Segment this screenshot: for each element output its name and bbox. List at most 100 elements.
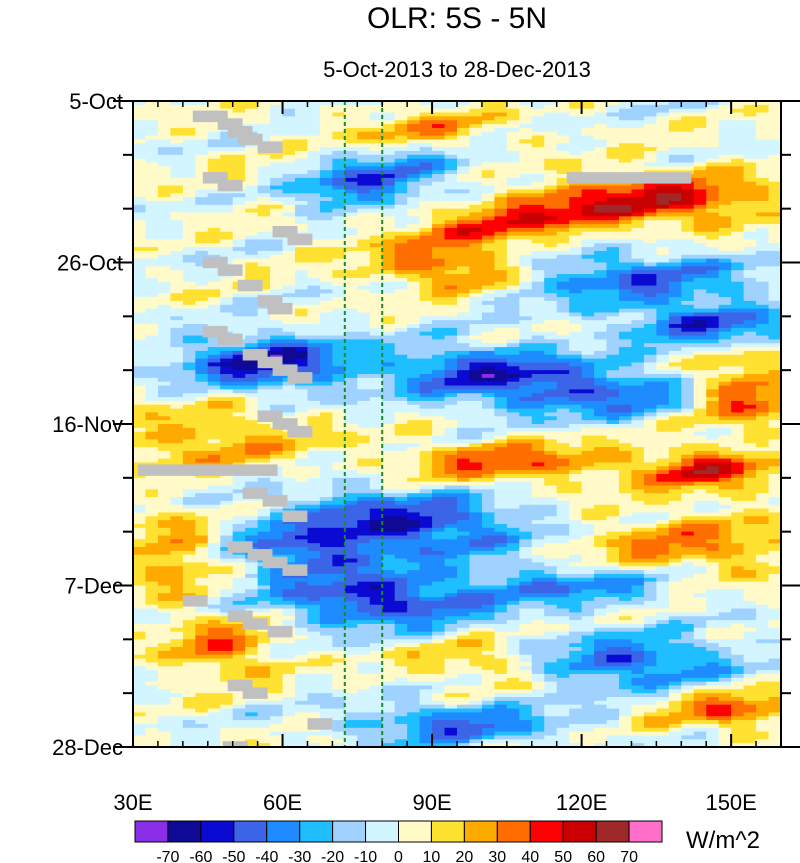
olr-cell	[606, 316, 620, 321]
olr-cell	[195, 204, 209, 210]
olr-cell	[444, 408, 458, 414]
olr-cell	[457, 243, 471, 248]
olr-cell	[706, 297, 720, 302]
olr-cell	[357, 420, 371, 425]
olr-cell	[307, 247, 321, 252]
olr-cell	[581, 312, 595, 317]
olr-cell	[195, 227, 209, 233]
olr-cell	[245, 150, 259, 156]
olr-cell	[544, 120, 558, 125]
olr-cell	[220, 281, 234, 287]
olr-cell	[656, 131, 670, 137]
olr-cell	[295, 304, 309, 310]
olr-cell	[656, 293, 670, 298]
olr-cell	[257, 404, 271, 410]
olr-cell	[232, 385, 246, 390]
olr-cell	[731, 389, 745, 394]
olr-cell	[357, 424, 371, 429]
olr-cell	[519, 277, 533, 283]
olr-cell	[469, 389, 483, 394]
olr-cell	[357, 162, 371, 167]
olr-cell	[494, 439, 508, 444]
olr-cell	[133, 420, 147, 425]
olr-cell	[569, 135, 583, 141]
olr-cell	[407, 231, 421, 237]
olr-cell	[631, 312, 645, 317]
olr-cell	[319, 397, 333, 402]
olr-cell	[768, 300, 781, 306]
olr-cell	[481, 366, 495, 371]
olr-cell	[444, 443, 458, 448]
olr-cell	[731, 147, 745, 152]
olr-cell	[182, 400, 196, 406]
olr-cell	[581, 335, 595, 341]
olr-cell	[220, 243, 234, 248]
olr-cell	[594, 316, 608, 321]
olr-cell	[718, 270, 732, 275]
olr-cell	[319, 366, 333, 371]
olr-cell	[731, 431, 745, 437]
olr-cell	[743, 212, 757, 217]
olr-cell	[220, 147, 234, 152]
olr-cell	[369, 424, 383, 429]
olr-cell	[382, 166, 396, 171]
olr-cell	[394, 308, 408, 314]
olr-cell	[332, 127, 346, 133]
olr-cell	[382, 254, 396, 260]
olr-cell	[332, 381, 346, 387]
olr-cell	[569, 231, 583, 237]
olr-cell	[419, 397, 433, 402]
olr-cell	[631, 185, 645, 191]
olr-cell	[556, 289, 570, 294]
olr-cell	[631, 124, 645, 129]
olr-cell	[382, 420, 396, 425]
olr-cell	[257, 400, 271, 406]
olr-cell	[145, 216, 159, 221]
olr-cell	[245, 408, 259, 414]
olr-cell	[706, 450, 720, 456]
olr-cell	[344, 293, 358, 298]
olr-cell	[369, 281, 383, 287]
olr-cell	[631, 462, 645, 467]
olr-cell	[743, 220, 757, 225]
olr-cell	[718, 250, 732, 256]
olr-cell	[432, 335, 446, 341]
olr-cell	[768, 243, 781, 248]
olr-cell	[643, 427, 657, 433]
olr-cell	[569, 458, 583, 464]
olr-cell	[295, 335, 309, 341]
olr-cell	[681, 347, 695, 352]
olr-cell	[481, 408, 495, 414]
olr-cell	[457, 189, 471, 194]
olr-cell	[706, 143, 720, 148]
olr-cell	[369, 154, 383, 160]
olr-cell	[133, 397, 147, 402]
olr-cell	[556, 427, 570, 433]
olr-cell	[232, 289, 246, 294]
olr-cell	[469, 381, 483, 387]
olr-cell	[631, 204, 645, 210]
olr-cell	[257, 274, 271, 279]
olr-cell	[494, 458, 508, 464]
olr-cell	[407, 466, 421, 471]
olr-cell	[432, 220, 446, 225]
olr-cell	[257, 458, 271, 464]
olr-cell	[718, 324, 732, 329]
olr-cell	[531, 458, 545, 464]
olr-cell	[544, 420, 558, 425]
olr-cell	[457, 127, 471, 133]
olr-cell	[319, 412, 333, 417]
olr-cell	[444, 231, 458, 237]
olr-cell	[706, 435, 720, 440]
olr-cell	[668, 331, 682, 337]
olr-cell	[519, 243, 533, 248]
olr-cell	[469, 162, 483, 167]
olr-cell	[731, 143, 745, 148]
olr-cell	[693, 327, 707, 333]
olr-cell	[718, 300, 732, 306]
olr-cell	[257, 258, 271, 264]
olr-cell	[506, 108, 520, 114]
olr-cell	[344, 258, 358, 264]
olr-cell	[220, 358, 234, 364]
olr-cell	[182, 174, 196, 179]
